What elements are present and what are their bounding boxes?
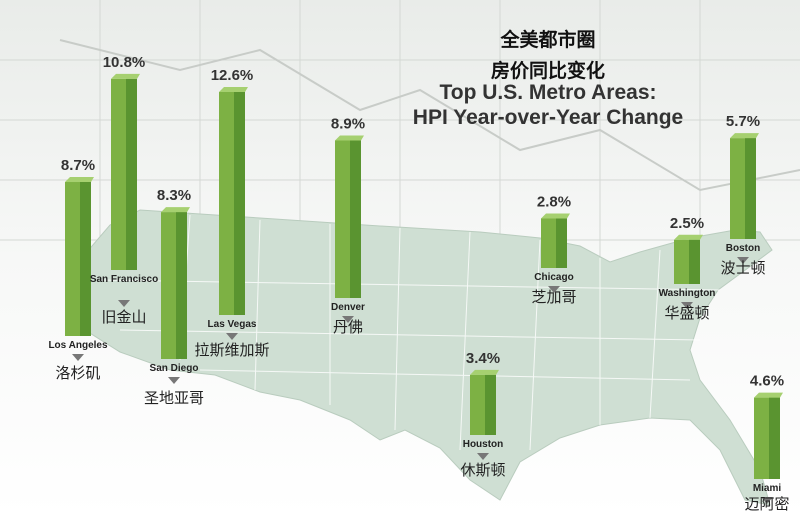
us-map [69, 209, 773, 506]
marker [761, 497, 773, 504]
bar-group: 2.8% Chicago 芝加哥 [531, 193, 576, 306]
city-label-zh: 洛杉矶 [55, 364, 100, 382]
value-label: 5.7% [726, 113, 760, 130]
value-label: 10.8% [103, 54, 146, 71]
value-label: 2.5% [670, 215, 704, 232]
city-label: Miami [753, 483, 782, 494]
bar-cap [335, 135, 364, 141]
marker [737, 257, 749, 264]
bar-side [556, 218, 567, 268]
title-line: Top U.S. Metro Areas: [439, 81, 656, 104]
bar-cap [219, 86, 248, 92]
bar-group: 8.9% Denver 丹佛 [331, 115, 365, 336]
bar-cap [754, 392, 783, 398]
title-line: HPI Year-over-Year Change [413, 106, 683, 129]
bar-side [745, 138, 756, 239]
bar-cap [730, 133, 759, 139]
city-label-zh: 华盛顿 [664, 304, 709, 322]
bar-cap [111, 73, 140, 79]
city-label-zh: 圣地亚哥 [144, 389, 204, 407]
bar-group: 12.6% Las Vegas 拉斯维加斯 [194, 67, 269, 359]
city-label-zh: 拉斯维加斯 [194, 341, 269, 359]
city-label: San Diego [150, 363, 199, 374]
bar-side [234, 91, 245, 315]
title-line: 房价同比变化 [491, 59, 605, 82]
bar-cap [161, 207, 190, 213]
title: 全美都市圈 房价同比变化 Top U.S. Metro Areas: HPI Y… [413, 28, 683, 129]
value-label: 8.9% [331, 115, 365, 132]
value-label: 3.4% [466, 350, 500, 367]
city-label: San Francisco [90, 274, 158, 285]
bar-side [126, 78, 137, 270]
city-label: Chicago [534, 272, 573, 283]
city-label-zh: 旧金山 [101, 308, 146, 326]
value-label: 12.6% [211, 67, 254, 84]
city-label-zh: 丹佛 [333, 318, 363, 336]
bar-cap [674, 234, 703, 240]
city-label: Boston [726, 243, 760, 254]
bar-cap [470, 369, 499, 375]
bar-side [80, 182, 91, 336]
marker [72, 354, 84, 361]
bar-group: 2.5% Washington 华盛顿 [659, 215, 716, 322]
bar-cap [65, 177, 94, 183]
city-label-zh: 休斯顿 [460, 461, 505, 479]
city-label: Las Vegas [208, 319, 257, 330]
value-label: 4.6% [750, 373, 784, 390]
marker [477, 453, 489, 460]
marker [118, 300, 130, 307]
bar-side [176, 212, 187, 359]
city-label: Los Angeles [48, 340, 108, 351]
title-line: 全美都市圈 [499, 28, 595, 51]
marker [681, 302, 693, 309]
bar-side [769, 397, 780, 479]
bar-group: 8.7% Los Angeles 洛杉矶 [48, 157, 108, 382]
marker [168, 377, 180, 384]
bar-group: 5.7% Boston 波士顿 [720, 113, 765, 277]
marker [342, 316, 354, 323]
value-label: 8.7% [61, 157, 95, 174]
city-label: Denver [331, 302, 365, 313]
marker [548, 286, 560, 293]
value-label: 8.3% [157, 187, 191, 204]
bar-side [689, 239, 700, 284]
city-label-zh: 迈阿密 [744, 495, 789, 513]
marker [226, 333, 238, 340]
bar-group: 10.8% San Francisco 旧金山 [90, 54, 158, 326]
background-grid [0, 0, 800, 260]
city-label-zh: 芝加哥 [531, 288, 576, 306]
city-label: Washington [659, 288, 716, 299]
value-label: 2.8% [537, 193, 571, 210]
bar-group: 8.3% San Diego 圣地亚哥 [144, 187, 204, 407]
bar-cap [541, 213, 570, 219]
bar-side [350, 140, 361, 298]
bar-side [485, 374, 496, 435]
city-label: Houston [463, 439, 504, 450]
bar-group: 3.4% Houston 休斯顿 [460, 350, 505, 479]
city-label-zh: 波士顿 [720, 259, 765, 277]
